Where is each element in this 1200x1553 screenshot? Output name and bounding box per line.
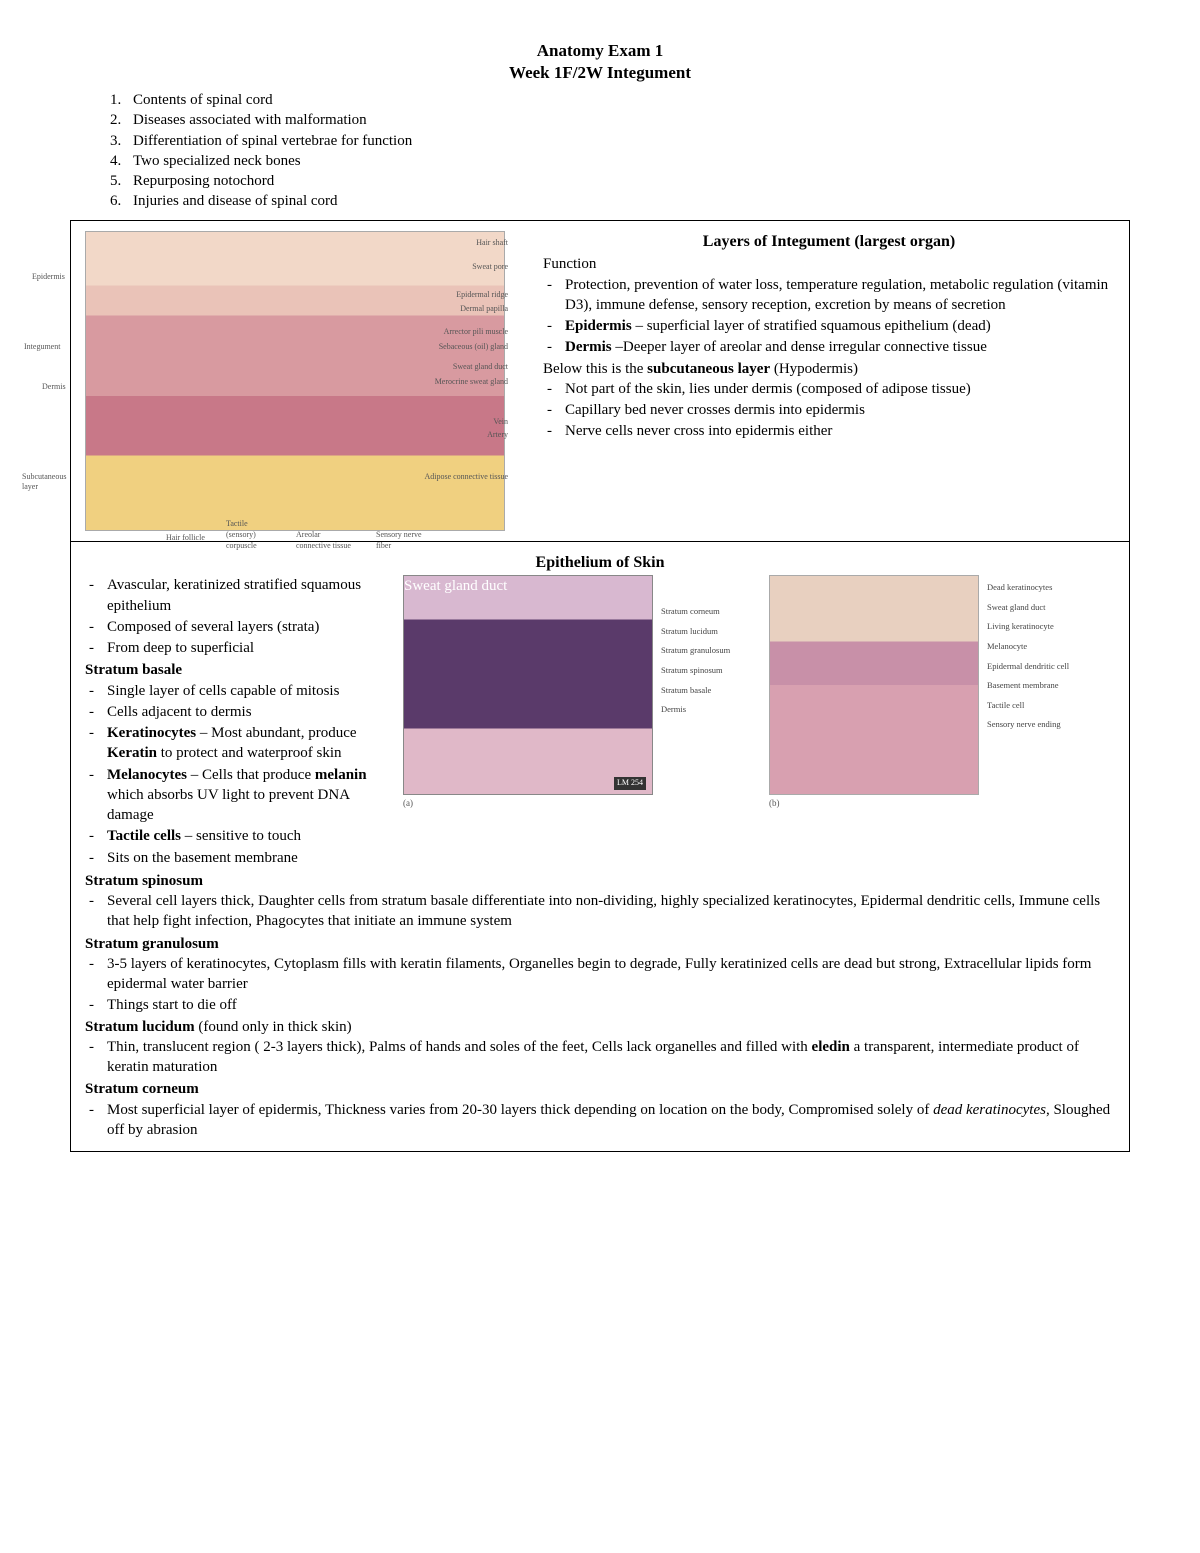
list-item: Contents of spinal cord [125, 90, 1130, 110]
granulosum-heading: Stratum granulosum [85, 934, 1115, 954]
topic-list: Contents of spinal cord Diseases associa… [125, 90, 1130, 212]
intro-item: Avascular, keratinized stratified squamo… [107, 575, 385, 616]
corneum-text: Most superficial layer of epidermis, Thi… [107, 1100, 1115, 1141]
epithelium-figures: Sweat gland duct (a) Stratum corneum Str… [403, 575, 1115, 869]
mid-labels: Stratum corneum Stratum lucidum Stratum … [661, 575, 761, 723]
layers-text: Layers of Integument (largest organ) Fun… [543, 231, 1115, 531]
sub-item: Not part of the skin, lies under dermis … [565, 379, 1115, 399]
keratinocytes-line: Keratinocytes – Most abundant, produce K… [107, 723, 385, 764]
epidermis-cell-diagram [769, 575, 979, 795]
melanocytes-line: Melanocytes – Cells that produce melanin… [107, 765, 385, 826]
spinosum-text: Several cell layers thick, Daughter cell… [107, 891, 1115, 932]
skin-diagram-wrap: Epidermis Integument Dermis Subcutaneous… [85, 231, 525, 531]
title-line-1: Anatomy Exam 1 [70, 40, 1130, 62]
intro-item: Composed of several layers (strata) [107, 617, 385, 637]
title-line-2: Week 1F/2W Integument [70, 62, 1130, 84]
list-item: Injuries and disease of spinal cord [125, 191, 1130, 211]
fig-caption-b: (b) [769, 797, 979, 809]
basale-item: Cells adjacent to dermis [107, 702, 385, 722]
tactile-line: Tactile cells – sensitive to touch [107, 826, 385, 846]
granulosum-item: 3-5 layers of keratinocytes, Cytoplasm f… [107, 954, 1115, 995]
page-title: Anatomy Exam 1 Week 1F/2W Integument [70, 40, 1130, 84]
basale-heading: Stratum basale [85, 660, 385, 680]
granulosum-item: Things start to die off [107, 995, 1115, 1015]
intro-item: From deep to superficial [107, 638, 385, 658]
epithelium-left-text: Avascular, keratinized stratified squamo… [85, 575, 385, 869]
function-label: Function [543, 254, 1115, 274]
fig-caption-a: (a) [403, 797, 653, 809]
lucidum-text: Thin, translucent region ( 2-3 layers th… [107, 1037, 1115, 1078]
basale-item: Sits on the basement membrane [107, 848, 385, 868]
spinosum-heading: Stratum spinosum [85, 871, 1115, 891]
corneum-heading: Stratum corneum [85, 1079, 1115, 1099]
layers-box: Epidermis Integument Dermis Subcutaneous… [70, 220, 1130, 542]
dermis-line: Dermis –Deeper layer of areolar and dens… [565, 337, 1115, 357]
epidermis-line: Epidermis – superficial layer of stratif… [565, 316, 1115, 336]
list-item: Differentiation of spinal vertebrae for … [125, 131, 1130, 151]
list-item: Two specialized neck bones [125, 151, 1130, 171]
skin-cross-section-diagram: Epidermis Integument Dermis Subcutaneous… [85, 231, 505, 531]
epithelium-box: Epithelium of Skin Avascular, keratinize… [70, 542, 1130, 1152]
lucidum-heading-line: Stratum lucidum (found only in thick ski… [85, 1017, 1115, 1037]
right-labels: Dead keratinocytes Sweat gland duct Livi… [987, 575, 1097, 738]
sub-item: Nerve cells never cross into epidermis e… [565, 421, 1115, 441]
list-item: Diseases associated with malformation [125, 110, 1130, 130]
sub-item: Capillary bed never crosses dermis into … [565, 400, 1115, 420]
layers-heading: Layers of Integument (largest organ) [543, 231, 1115, 253]
histology-micrograph: Sweat gland duct [403, 575, 653, 795]
function-text: Protection, prevention of water loss, te… [565, 275, 1115, 316]
epithelium-heading: Epithelium of Skin [85, 552, 1115, 574]
below-line: Below this is the subcutaneous layer (Hy… [543, 359, 1115, 379]
basale-item: Single layer of cells capable of mitosis [107, 681, 385, 701]
list-item: Repurposing notochord [125, 171, 1130, 191]
